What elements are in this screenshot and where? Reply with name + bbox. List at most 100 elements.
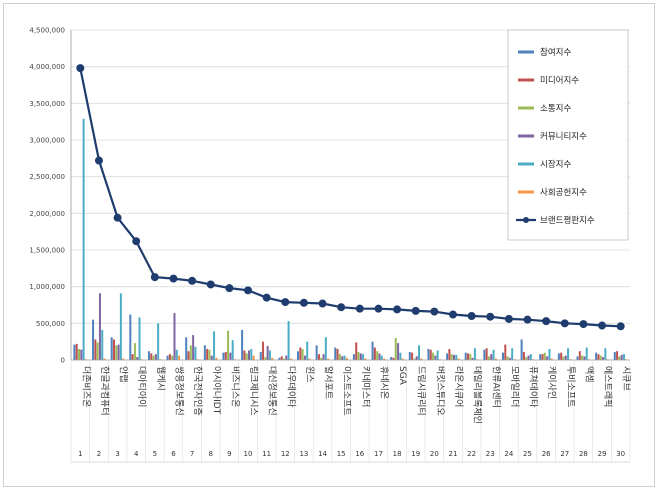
category-label: 데일리블록체인: [472, 366, 483, 424]
category-label: SGA: [397, 366, 407, 386]
bar: [576, 356, 579, 360]
bar: [119, 293, 122, 360]
bar: [485, 348, 488, 360]
bar: [448, 349, 451, 360]
legend-swatch: [518, 190, 534, 194]
bar: [429, 349, 432, 360]
bar: [285, 355, 288, 360]
bar: [415, 356, 418, 360]
bar: [73, 344, 76, 360]
bar: [341, 356, 344, 360]
bar: [364, 358, 367, 360]
bar: [117, 344, 120, 360]
bar: [434, 355, 437, 360]
bar: [432, 352, 435, 360]
line-point: [355, 304, 364, 313]
legend-label: 참여지수: [540, 47, 571, 58]
bar: [492, 349, 495, 360]
bar: [511, 348, 514, 360]
bar: [262, 341, 265, 360]
bar: [129, 314, 132, 360]
bar: [213, 331, 216, 360]
rank-label: 4: [134, 450, 139, 458]
legend-swatch: [518, 78, 534, 82]
bar: [206, 349, 209, 360]
bar: [115, 345, 118, 360]
rank-label: 1: [78, 450, 82, 458]
bar: [473, 348, 476, 360]
bar: [420, 358, 423, 360]
bar: [469, 354, 472, 360]
rank-label: 27: [560, 450, 569, 458]
bar: [80, 349, 83, 360]
bar: [297, 351, 300, 360]
bar: [282, 358, 285, 360]
line-series: [76, 64, 625, 331]
rank-label: 16: [355, 450, 364, 458]
bar: [529, 354, 532, 360]
rank-label: 15: [337, 450, 346, 458]
bar: [399, 352, 402, 360]
line-point: [393, 305, 402, 314]
bar: [229, 352, 232, 360]
bar: [506, 356, 509, 360]
bar: [567, 348, 570, 360]
rank-label: 20: [430, 450, 439, 458]
bar: [622, 354, 625, 360]
category-label: 한류AI센터: [490, 366, 501, 408]
category-label: 휴네시온: [378, 366, 389, 399]
legend-swatch: [518, 106, 534, 110]
line-point: [299, 298, 308, 307]
category-label: 웹케시: [155, 366, 166, 391]
bar: [101, 329, 104, 360]
bar: [250, 349, 253, 360]
bar: [578, 351, 581, 360]
bar: [75, 343, 78, 360]
category-label: 드림시큐리티: [416, 366, 428, 416]
x-axis: 더존비즈온 1 한글과컴퓨터 2 안랩 3 대아티아이 4 웹케시 5 쌍용정보통신 6 한국전자인증 7…: [70, 359, 632, 463]
bar: [178, 355, 181, 360]
bar: [338, 354, 341, 360]
category-label: 더존비즈온: [80, 366, 91, 407]
bar: [301, 349, 304, 360]
bar: [259, 351, 262, 360]
bar: [345, 357, 348, 360]
bar: [490, 354, 493, 360]
bar: [504, 344, 507, 360]
bar: [224, 351, 227, 360]
legend-swatch: [518, 162, 534, 166]
bar: [327, 358, 330, 360]
bar: [583, 356, 586, 360]
line-point: [374, 304, 383, 313]
line-point: [616, 322, 625, 331]
line-point: [579, 320, 588, 329]
line-point: [94, 156, 103, 165]
line-point: [318, 299, 327, 308]
category-label: 이스트소프트: [341, 366, 352, 416]
bar: [595, 352, 598, 360]
bar: [231, 340, 234, 360]
bar: [322, 354, 325, 360]
y-tick-label: 0: [61, 357, 65, 365]
bar: [383, 358, 386, 360]
bar: [380, 355, 383, 360]
category-label: 라온시큐어: [453, 366, 464, 407]
bar: [278, 357, 281, 360]
line-point: [598, 321, 607, 330]
bar: [546, 356, 549, 360]
rank-label: 19: [411, 450, 420, 458]
rank-label: 12: [281, 450, 290, 458]
bar: [103, 358, 106, 360]
category-label: 케이사인: [546, 366, 557, 399]
bar: [133, 343, 136, 360]
y-tick-label: 2,000,000: [29, 210, 65, 218]
bar: [157, 323, 160, 360]
bar: [210, 355, 213, 360]
bar: [271, 357, 274, 360]
bar: [359, 353, 362, 360]
category-label: 모바일리더: [509, 366, 520, 407]
bar: [520, 339, 523, 360]
bar: [508, 357, 511, 360]
rank-label: 11: [262, 450, 271, 458]
